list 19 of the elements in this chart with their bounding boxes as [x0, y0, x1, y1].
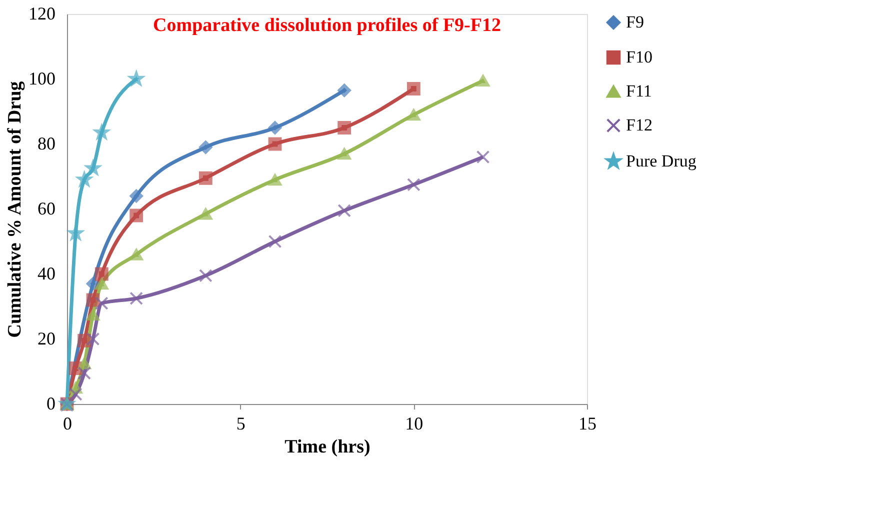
x-axis-title: Time (hrs): [284, 436, 370, 458]
chart-title: Comparative dissolution profiles of F9-F12: [153, 15, 501, 36]
x-tick-label: 15: [578, 414, 596, 434]
legend-label: F12: [626, 116, 652, 134]
y-tick-label: 100: [28, 68, 56, 88]
y-tick-label: 0: [46, 394, 56, 414]
x-tick-label: 5: [236, 414, 246, 434]
y-axis-title: Cumulative % Amount of Drug: [4, 80, 26, 338]
x-tick-label: 10: [405, 414, 424, 434]
y-tick-label: 120: [28, 4, 56, 24]
y-tick-label: 20: [38, 328, 56, 348]
legend-label: Pure Drug: [626, 152, 697, 170]
legend-label: F11: [626, 82, 652, 100]
x-tick-label: 0: [63, 414, 72, 434]
y-tick-label: 80: [38, 134, 56, 154]
y-tick-label: 60: [38, 198, 56, 218]
y-tick-label: 40: [38, 264, 56, 284]
legend-label: F9: [626, 12, 644, 32]
legend-label: F10: [626, 48, 652, 66]
